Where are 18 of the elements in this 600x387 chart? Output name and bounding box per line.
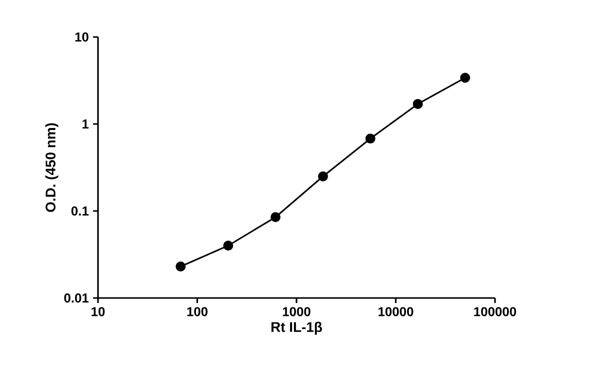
y-tick-label: 0.1 <box>71 206 89 216</box>
x-axis-title: Rt IL-1β <box>271 322 322 335</box>
x-tick-label: 10 <box>92 307 105 316</box>
point <box>365 134 376 144</box>
y-axis-title: O.D. (450 nm) <box>45 123 58 212</box>
point <box>270 212 281 222</box>
y-tick-label: 0.01 <box>64 293 89 303</box>
point <box>460 72 470 83</box>
point <box>412 98 423 109</box>
x-tick-label: 100 <box>187 307 208 316</box>
x-tick-label: 1000 <box>282 307 310 316</box>
y-tick-label: 10 <box>75 32 88 42</box>
point <box>176 262 186 272</box>
point <box>223 240 234 251</box>
x-tick-label: 10000 <box>378 307 414 316</box>
point <box>318 171 328 182</box>
x-tick-label: 100000 <box>474 307 516 316</box>
y-tick-label: 1 <box>82 120 89 128</box>
